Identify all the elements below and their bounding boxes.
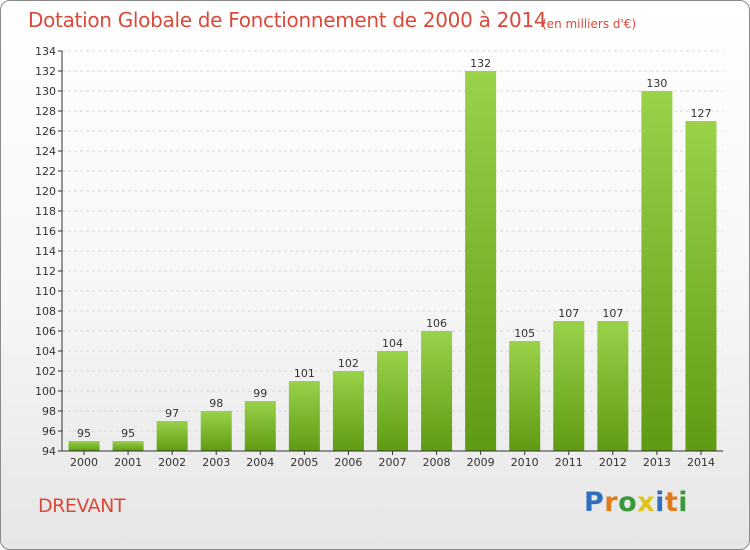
y-tick-label: 122 (35, 165, 56, 178)
logo-letter: x (637, 487, 656, 518)
logo-letter: i (655, 487, 665, 518)
bar (332, 371, 364, 451)
bars (68, 71, 717, 451)
bar (244, 401, 276, 451)
value-label: 95 (121, 427, 135, 440)
value-label: 101 (294, 367, 315, 380)
x-tick-label: 2012 (599, 456, 627, 469)
y-tick-label: 114 (35, 245, 56, 258)
bar (377, 351, 408, 451)
y-tick-label: 108 (35, 305, 56, 318)
y-tick-label: 116 (35, 225, 56, 238)
x-tick-label: 2001 (114, 456, 142, 469)
bar (112, 441, 144, 451)
value-label: 127 (690, 107, 711, 120)
value-label: 107 (558, 307, 579, 320)
x-tick-label: 2002 (158, 456, 186, 469)
bar (597, 321, 629, 451)
y-tick-label: 112 (35, 265, 56, 278)
x-tick-label: 2009 (467, 456, 495, 469)
bar (288, 381, 320, 451)
x-tick-labels: 2000 2001 2002 2003 2004 2005 2006 2007 2008 2009… (70, 451, 715, 469)
logo-letter: r (604, 487, 619, 518)
y-tick-label: 118 (35, 205, 56, 218)
bar (68, 441, 100, 451)
x-tick-label: 2005 (290, 456, 318, 469)
x-tick-label: 2014 (687, 456, 715, 469)
value-label: 130 (646, 77, 667, 90)
x-tick-label: 2007 (379, 456, 407, 469)
bar (200, 411, 232, 451)
y-tick-label: 134 (35, 45, 56, 58)
x-tick-label: 2011 (555, 456, 583, 469)
y-tick-label: 110 (35, 285, 56, 298)
value-label: 95 (77, 427, 91, 440)
x-tick-label: 2000 (70, 456, 98, 469)
chart-title: Dotation Globale de Fonctionnement de 20… (28, 8, 547, 32)
x-tick-label: 2004 (246, 456, 274, 469)
bar (553, 321, 585, 451)
logo-letter: t (664, 487, 679, 518)
value-label: 104 (382, 337, 403, 350)
y-tick-label: 128 (35, 105, 56, 118)
y-tick-label: 130 (35, 85, 56, 98)
value-label: 99 (253, 387, 267, 400)
value-label: 107 (602, 307, 623, 320)
value-label: 97 (165, 407, 179, 420)
y-tick-labels: 94 96 98 100 102 104 106 108 110 112 114 116 118 120 1… (35, 45, 62, 458)
bar (509, 341, 541, 451)
x-tick-label: 2010 (511, 456, 539, 469)
y-tick-label: 94 (42, 445, 56, 458)
x-tick-label: 2003 (202, 456, 230, 469)
proxiti-logo: Proxiti (584, 487, 688, 518)
x-tick-label: 2006 (334, 456, 362, 469)
value-label: 132 (470, 57, 491, 70)
bar (685, 121, 717, 451)
y-tick-label: 124 (35, 145, 56, 158)
bar (421, 331, 453, 451)
logo-letter: P (584, 487, 605, 518)
value-label: 98 (209, 397, 223, 410)
y-tick-label: 96 (42, 425, 56, 438)
bar (641, 91, 673, 451)
y-tick-label: 106 (35, 325, 56, 338)
y-tick-label: 126 (35, 125, 56, 138)
y-tick-label: 132 (35, 65, 56, 78)
logo-letter: i (678, 487, 689, 518)
y-tick-label: 104 (35, 345, 56, 358)
bar (465, 71, 497, 451)
value-label: 102 (338, 357, 359, 370)
y-tick-label: 102 (35, 365, 56, 378)
x-tick-label: 2008 (423, 456, 451, 469)
y-tick-label: 98 (42, 405, 56, 418)
x-tick-label: 2013 (643, 456, 671, 469)
chart-subtitle: (en milliers d'€) (542, 17, 637, 31)
value-label: 106 (426, 317, 447, 330)
y-tick-label: 120 (35, 185, 56, 198)
value-label: 105 (514, 327, 535, 340)
y-tick-label: 100 (35, 385, 56, 398)
bar (156, 421, 188, 451)
value-labels: 95 95 97 98 99 101 102 104 106 132 105 107 107 130 127 (77, 57, 711, 440)
commune-name: DREVANT (38, 495, 125, 517)
logo-letter: o (618, 487, 638, 518)
